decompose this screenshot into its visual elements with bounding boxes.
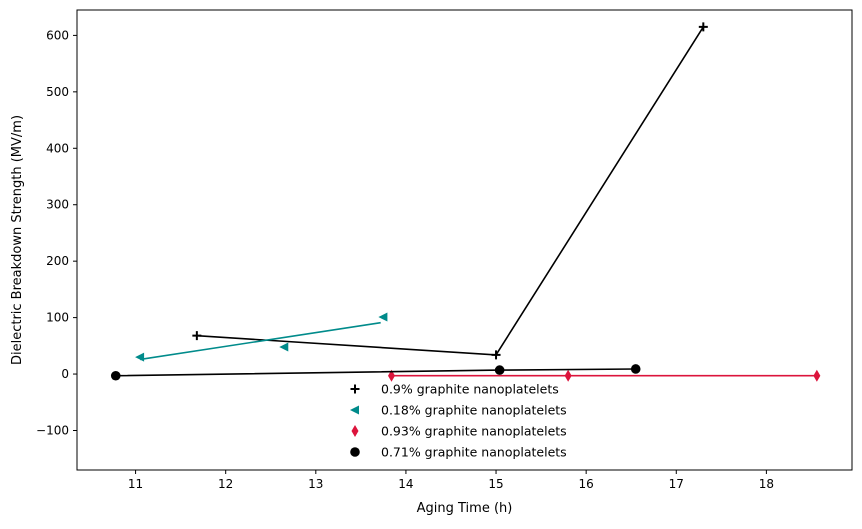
series-layer	[110, 22, 821, 382]
data-point	[378, 312, 388, 322]
legend-marker	[350, 447, 360, 457]
y-tick-label: −100	[36, 423, 69, 437]
data-point	[135, 352, 145, 362]
data-point	[494, 365, 505, 375]
series-3	[388, 369, 821, 382]
data-point	[698, 22, 708, 32]
y-tick-label: 600	[46, 28, 69, 42]
legend-label: 0.9% graphite nanoplatelets	[381, 382, 559, 397]
data-point	[279, 342, 289, 352]
data-point	[491, 350, 501, 360]
legend-marker	[350, 384, 360, 394]
data-point	[388, 369, 396, 382]
x-tick-label: 13	[308, 477, 323, 491]
legend-marker	[351, 425, 359, 437]
y-tick-label: 400	[46, 141, 69, 155]
legend-label: 0.18% graphite nanoplatelets	[381, 403, 567, 418]
data-point	[192, 331, 202, 341]
x-tick-label: 18	[759, 477, 774, 491]
x-tick-label: 14	[398, 477, 413, 491]
data-point	[630, 364, 641, 374]
x-tick-label: 11	[128, 477, 143, 491]
y-tick-label: 500	[46, 85, 69, 99]
x-tick-label: 15	[488, 477, 503, 491]
series-2	[135, 312, 388, 362]
x-tick-label: 16	[579, 477, 594, 491]
legend-label: 0.71% graphite nanoplatelets	[381, 445, 567, 460]
y-tick-label: 300	[46, 198, 69, 212]
data-point	[564, 369, 572, 382]
legend-label: 0.93% graphite nanoplatelets	[381, 424, 567, 439]
series-1	[192, 22, 708, 360]
axis-layer: 11 12 13 14 15 16 17 18 −100 0 100 200 300 400 500 600	[36, 28, 774, 491]
y-tick-label: 200	[46, 254, 69, 268]
legend: 0.9% graphite nanoplatelets 0.18% graphit…	[350, 382, 567, 460]
data-point	[813, 369, 821, 382]
x-tick-label: 12	[218, 477, 233, 491]
y-tick-label: 0	[61, 367, 69, 381]
series-line	[139, 321, 381, 361]
x-tick-label: 17	[669, 477, 684, 491]
series-4	[110, 364, 641, 381]
x-axis-label: Aging Time (h)	[417, 501, 513, 516]
data-point	[110, 370, 121, 381]
legend-marker	[350, 405, 359, 415]
plot-frame	[76, 9, 853, 471]
plot-background	[77, 10, 852, 470]
y-axis-label: Dielectric Breakdown Strength (MV/m)	[10, 115, 25, 365]
y-tick-label: 100	[46, 311, 69, 325]
